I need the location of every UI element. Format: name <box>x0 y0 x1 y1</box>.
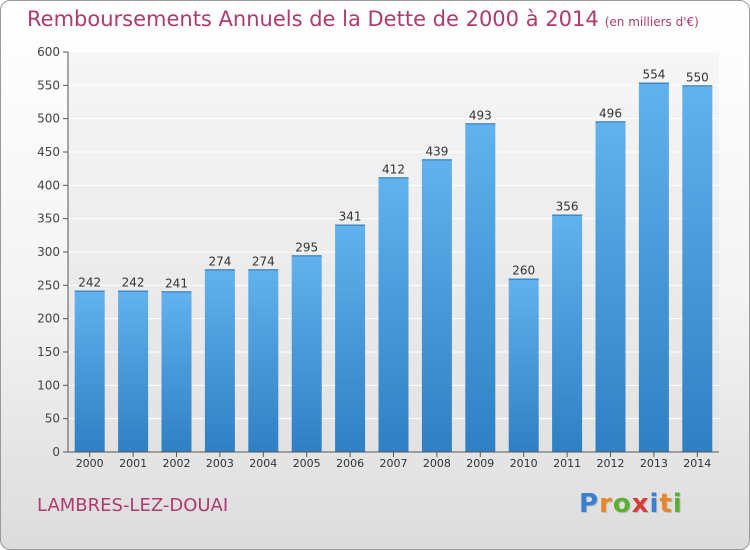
x-tick-label: 2012 <box>597 457 625 470</box>
x-tick-label: 2010 <box>510 457 538 470</box>
data-label: 554 <box>642 68 665 82</box>
logo-letter: t <box>659 489 673 519</box>
y-tick-label: 400 <box>37 178 60 192</box>
bar <box>248 269 279 452</box>
logo-letter: i <box>672 489 683 519</box>
bar <box>335 224 366 452</box>
bar <box>291 255 322 452</box>
x-tick-label: 2013 <box>640 457 668 470</box>
y-tick-label: 550 <box>37 78 60 92</box>
data-label: 439 <box>425 144 448 158</box>
y-tick-label: 350 <box>37 212 60 226</box>
data-label: 412 <box>382 162 405 176</box>
data-label: 496 <box>599 106 622 120</box>
axes: 0 50 100 150 200 250 300 350 400 450 500 550 600 2000… <box>37 45 719 470</box>
y-tick-label: 50 <box>45 412 60 426</box>
bar <box>204 269 235 452</box>
data-label: 274 <box>208 254 231 268</box>
bar <box>595 121 626 452</box>
bars: 242 242 241 274 274 295 341 412 439 493 260 356 496 5… <box>74 68 713 453</box>
data-label: 260 <box>512 264 535 278</box>
data-label: 241 <box>165 276 188 290</box>
y-tick-label: 600 <box>37 45 60 59</box>
x-tick-label: 2008 <box>423 457 451 470</box>
data-label: 356 <box>556 200 579 214</box>
bar <box>682 85 713 452</box>
y-tick-label: 200 <box>37 312 60 326</box>
data-label: 550 <box>686 70 709 84</box>
bar <box>421 159 452 453</box>
data-label: 493 <box>469 108 492 122</box>
bar <box>508 278 539 452</box>
y-tick-label: 500 <box>37 112 60 126</box>
x-tick-label: 2003 <box>206 457 234 470</box>
chart-title: Remboursements Annuels de la Dette de 20… <box>27 7 699 31</box>
x-tick-label: 2007 <box>380 457 408 470</box>
y-tick-label: 0 <box>52 445 60 459</box>
commune-name: LAMBRES-LEZ-DOUAI <box>37 495 229 516</box>
y-tick-label: 150 <box>37 345 60 359</box>
y-tick-label: 450 <box>37 145 60 159</box>
bar <box>638 82 669 453</box>
data-label: 242 <box>122 276 145 290</box>
x-tick-label: 2014 <box>683 457 711 470</box>
y-tick-label: 250 <box>37 278 60 292</box>
chart-subtitle: (en milliers d'€) <box>604 15 699 29</box>
logo-letter: x <box>631 489 650 519</box>
data-label: 274 <box>252 254 275 268</box>
y-tick-label: 100 <box>37 378 60 392</box>
data-label: 341 <box>339 210 362 224</box>
logo-letter: r <box>599 489 613 519</box>
bar <box>161 291 192 452</box>
x-tick-label: 2000 <box>76 457 104 470</box>
x-tick-label: 2009 <box>466 457 494 470</box>
x-tick-label: 2001 <box>119 457 147 470</box>
bar <box>465 123 496 452</box>
bar <box>552 214 583 452</box>
logo-letter: P <box>579 489 600 519</box>
data-label: 295 <box>295 240 318 254</box>
x-tick-label: 2006 <box>336 457 364 470</box>
y-tick-label: 300 <box>37 245 60 259</box>
chart-title-text: Remboursements Annuels de la Dette de 20… <box>27 7 599 31</box>
bar <box>378 177 409 453</box>
data-label: 242 <box>78 276 101 290</box>
bar <box>118 290 149 452</box>
logo-letter: i <box>649 489 660 519</box>
x-tick-label: 2004 <box>249 457 277 470</box>
x-tick-label: 2011 <box>553 457 581 470</box>
x-tick-label: 2002 <box>163 457 191 470</box>
bar <box>74 290 105 452</box>
logo-letter: o <box>612 489 632 519</box>
x-tick-label: 2005 <box>293 457 321 470</box>
proxiti-logo: Proxiti <box>579 489 683 519</box>
